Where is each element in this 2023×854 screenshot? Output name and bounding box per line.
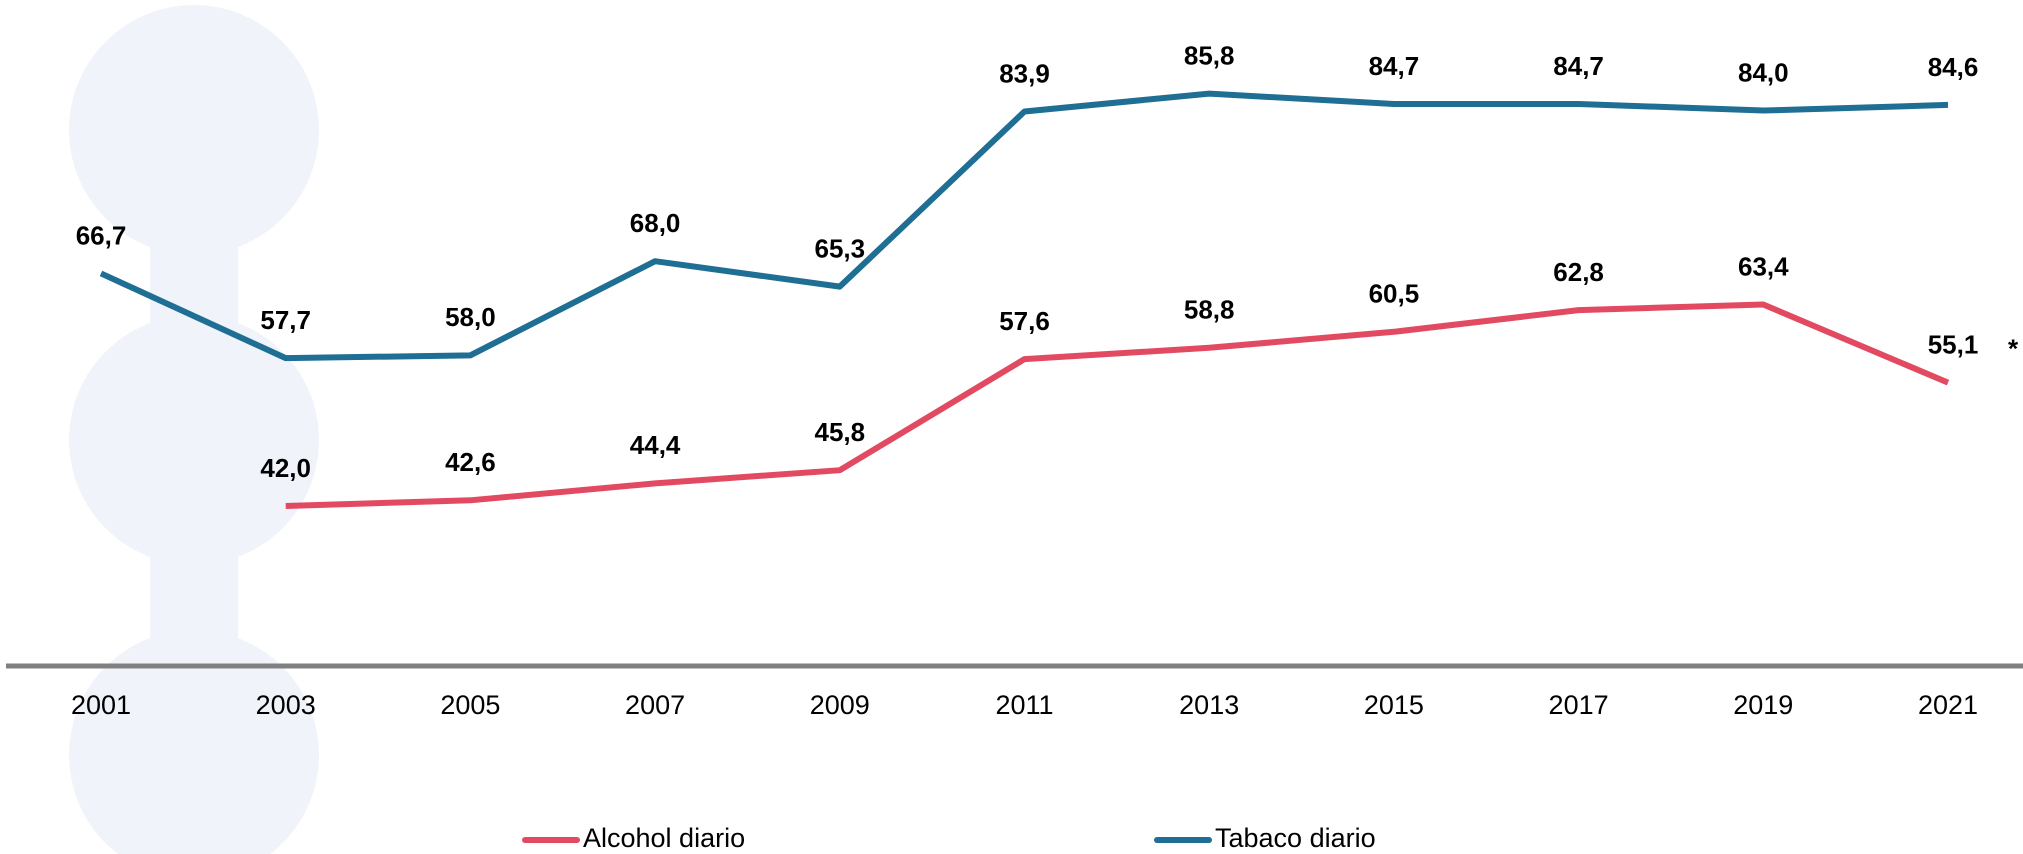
x-tick-label: 2011 [995, 690, 1053, 720]
data-label: 65,3 [814, 233, 865, 263]
data-label: 84,0 [1738, 57, 1789, 87]
x-tick-label: 2015 [1364, 690, 1424, 720]
data-label: 42,6 [445, 447, 496, 477]
legend-label: Tabaco diario [1215, 823, 1376, 853]
data-label: 57,6 [999, 306, 1050, 336]
data-label: 63,4 [1738, 251, 1789, 281]
background-watermark [69, 5, 319, 854]
data-label: 62,8 [1553, 257, 1604, 287]
data-label: 42,0 [260, 453, 311, 483]
page: 2001 2003 2005 2007 2009 2011 2013 2015 2017 2019… [0, 0, 2023, 854]
x-tick-label: 2013 [1179, 690, 1239, 720]
data-label: 58,8 [1184, 295, 1235, 325]
legend-label: Alcohol diario [583, 823, 745, 853]
x-tick-label: 2009 [810, 690, 870, 720]
data-label: 83,9 [999, 58, 1050, 88]
data-label: 68,0 [630, 208, 681, 238]
data-label: 58,0 [445, 302, 496, 332]
data-label: 45,8 [814, 417, 865, 447]
x-tick-label: 2001 [71, 690, 131, 720]
x-tick-label: 2017 [1549, 690, 1609, 720]
data-label: 57,7 [260, 305, 311, 335]
annotation: * [2008, 334, 2019, 364]
data-label: 66,7 [76, 220, 127, 250]
x-tick-label: 2021 [1918, 690, 1978, 720]
chart: 2001 2003 2005 2007 2009 2011 2013 2015 2017 2019… [0, 0, 2023, 854]
data-label: 84,7 [1553, 51, 1604, 81]
data-label: 60,5 [1369, 279, 1420, 309]
series-line [286, 304, 1948, 505]
x-tick-label: 2007 [625, 690, 685, 720]
data-label: 84,7 [1369, 51, 1420, 81]
data-label: 85,8 [1184, 40, 1235, 70]
x-tick-label: 2019 [1733, 690, 1793, 720]
x-tick-label: 2003 [256, 690, 316, 720]
data-label: 55,1 [1928, 330, 1979, 360]
data-label: 84,6 [1928, 52, 1979, 82]
x-tick-label: 2005 [440, 690, 500, 720]
data-label: 44,4 [630, 430, 681, 460]
